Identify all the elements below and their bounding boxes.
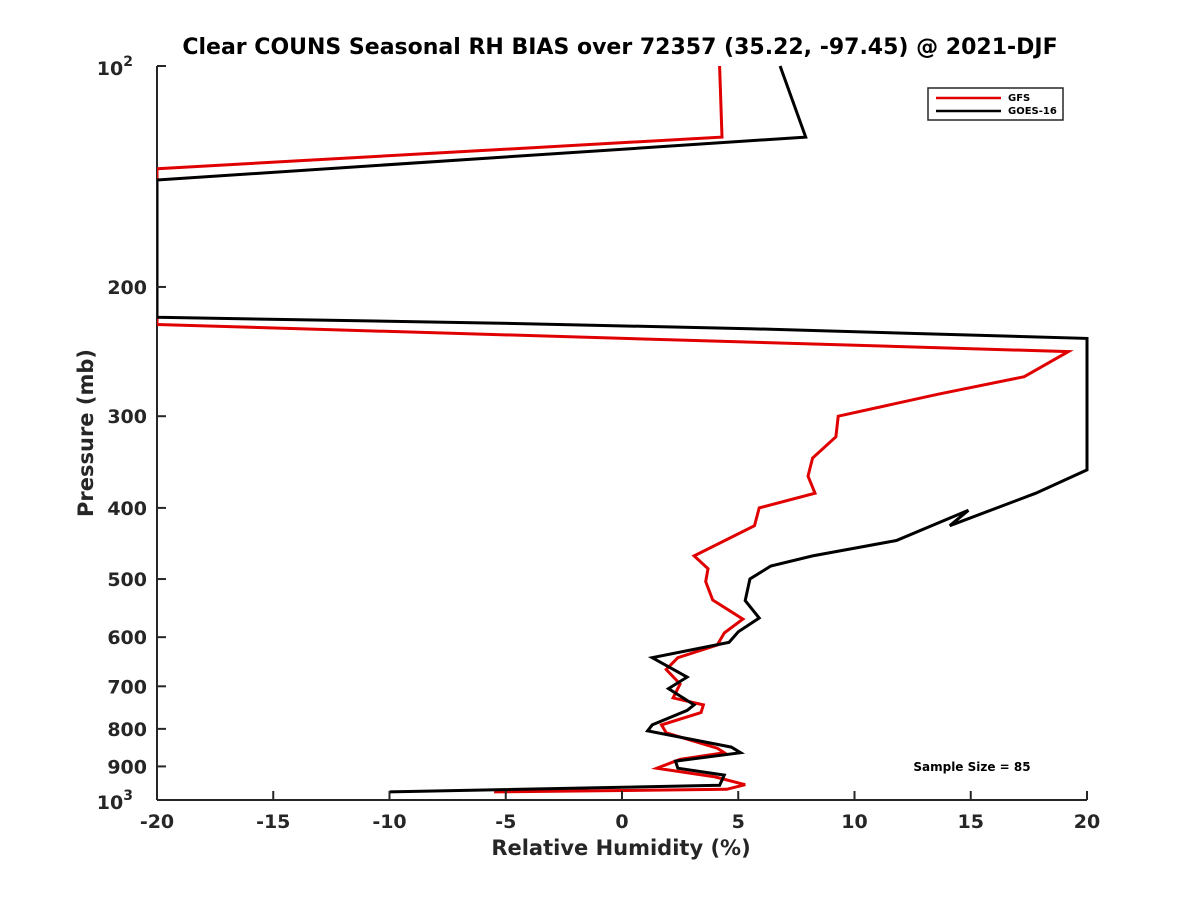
y-tick-label: 500	[107, 569, 147, 591]
plot-area	[156, 66, 1087, 801]
legend-label-goes16: GOES-16	[1008, 106, 1057, 117]
series-line-goes16	[157, 65, 1089, 794]
x-tick-label: -10	[372, 811, 406, 833]
y-tick-label: 600	[107, 627, 147, 649]
x-tick-label: 10	[841, 811, 867, 833]
legend-box	[927, 87, 1064, 121]
y-tick-label: 102	[97, 54, 133, 80]
series-line-gfs	[157, 65, 1074, 794]
x-tick-label: -5	[495, 811, 516, 833]
y-tick-label: 800	[107, 719, 147, 741]
y-tick-label: 300	[107, 406, 147, 428]
x-axis-label: Relative Humidity (%)	[491, 836, 750, 860]
y-tick-label: 400	[107, 498, 147, 520]
y-axis-label: Pressure (mb)	[74, 349, 98, 517]
y-tick-label: 700	[107, 676, 147, 698]
legend-label-gfs: GFS	[1008, 93, 1030, 104]
x-tick-label: -15	[256, 811, 290, 833]
x-tick-label: 20	[1074, 811, 1100, 833]
sample-size-annotation: Sample Size = 85	[913, 760, 1030, 774]
x-tick-label: -20	[140, 811, 174, 833]
legend: GFS GOES-16	[927, 87, 1064, 121]
x-tick-label: 0	[615, 811, 628, 833]
y-tick-label: 200	[107, 277, 147, 299]
y-tick-label: 900	[107, 756, 147, 778]
y-tick-label: 103	[97, 788, 133, 814]
x-axis-ticks: -20 -15 -10 -5 0 5 10 15 20	[140, 791, 1100, 833]
y-axis-ticks: 102 200 300 400 500 600 700 800 900 103	[97, 54, 166, 814]
chart-title: Clear COUNS Seasonal RH BIAS over 72357 …	[182, 35, 1057, 60]
x-tick-label: 5	[732, 811, 745, 833]
x-tick-label: 15	[958, 811, 984, 833]
series-layer	[157, 65, 1089, 794]
